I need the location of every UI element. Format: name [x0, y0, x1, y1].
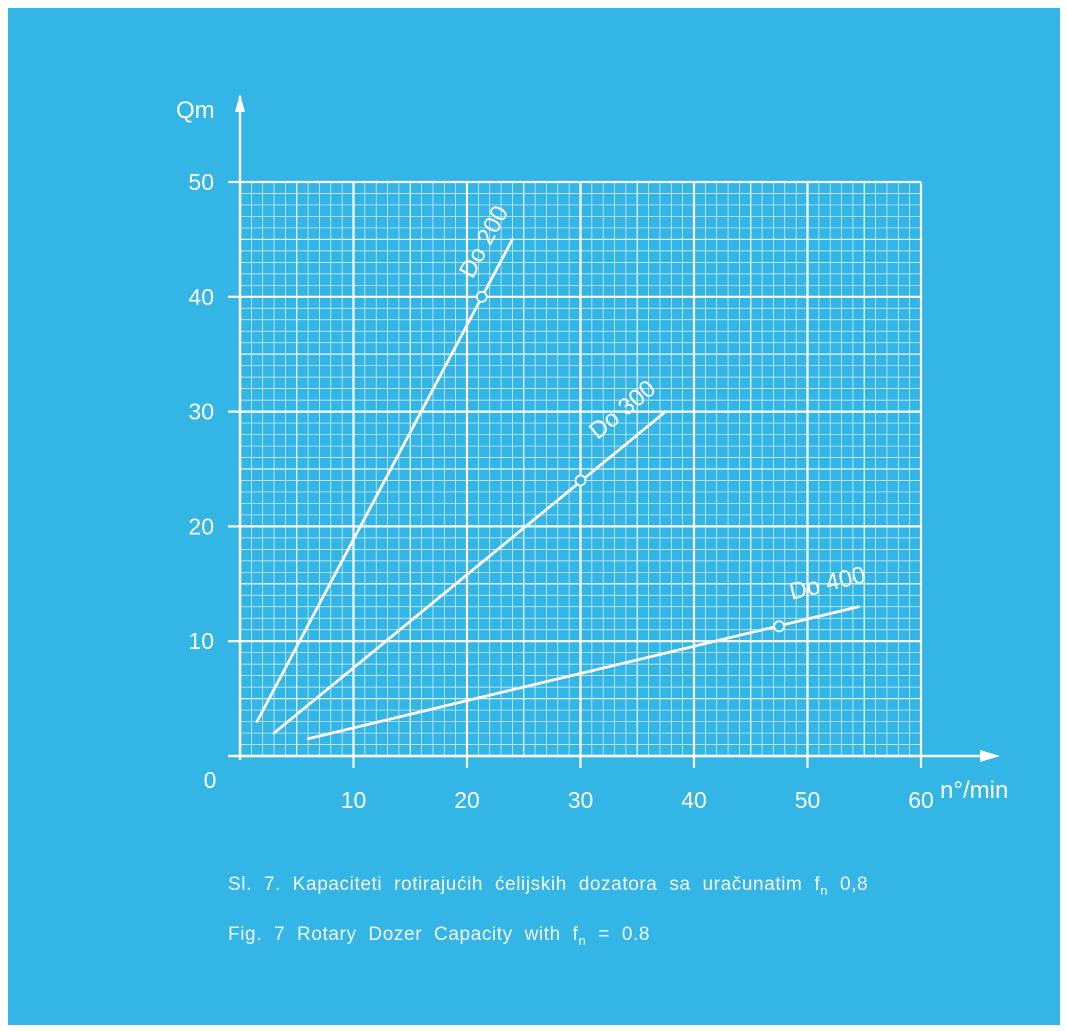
- y-tick-label: 20: [188, 513, 214, 539]
- x-tick-label: 60: [908, 787, 934, 813]
- series-line-do-200: [255, 237, 514, 723]
- x-axis-label: n°/min: [940, 777, 1008, 804]
- caption-line-2: Fig. 7 Rotary Dozer Capacity with fn = 0…: [228, 924, 651, 948]
- x-tick-label: 10: [341, 787, 367, 813]
- y-tick-label: 10: [188, 628, 214, 654]
- y-tick-label: 40: [188, 284, 214, 310]
- y-axis-arrow: [235, 94, 245, 112]
- figure-page: Do 200 Do 300 Do 400 10 20 30 40 50 10 20 30 40 50 6…: [8, 8, 1060, 1025]
- series-marker-do-200: [475, 290, 488, 303]
- y-tick-label: 50: [188, 169, 214, 195]
- x-tick-label: 40: [681, 787, 707, 813]
- y-axis-label: Qm: [176, 97, 215, 124]
- series-line-do-300: [272, 410, 668, 735]
- x-axis-arrow: [980, 750, 1000, 762]
- x-tick-label: 20: [454, 787, 480, 813]
- x-tick-label: 50: [795, 787, 821, 813]
- y-tick-label: 30: [188, 399, 214, 425]
- series-label: Do 400: [787, 561, 869, 605]
- series-line-do-400: [306, 605, 860, 741]
- origin-label: 0: [204, 767, 217, 793]
- x-tick-label: 30: [568, 787, 594, 813]
- caption-line-1: Sl. 7. Kapaciteti rotirajućih ćelijskih …: [228, 874, 869, 898]
- series-label: Do 200: [454, 201, 514, 282]
- series-marker-do-400: [773, 620, 786, 633]
- series-marker-do-300: [574, 474, 587, 487]
